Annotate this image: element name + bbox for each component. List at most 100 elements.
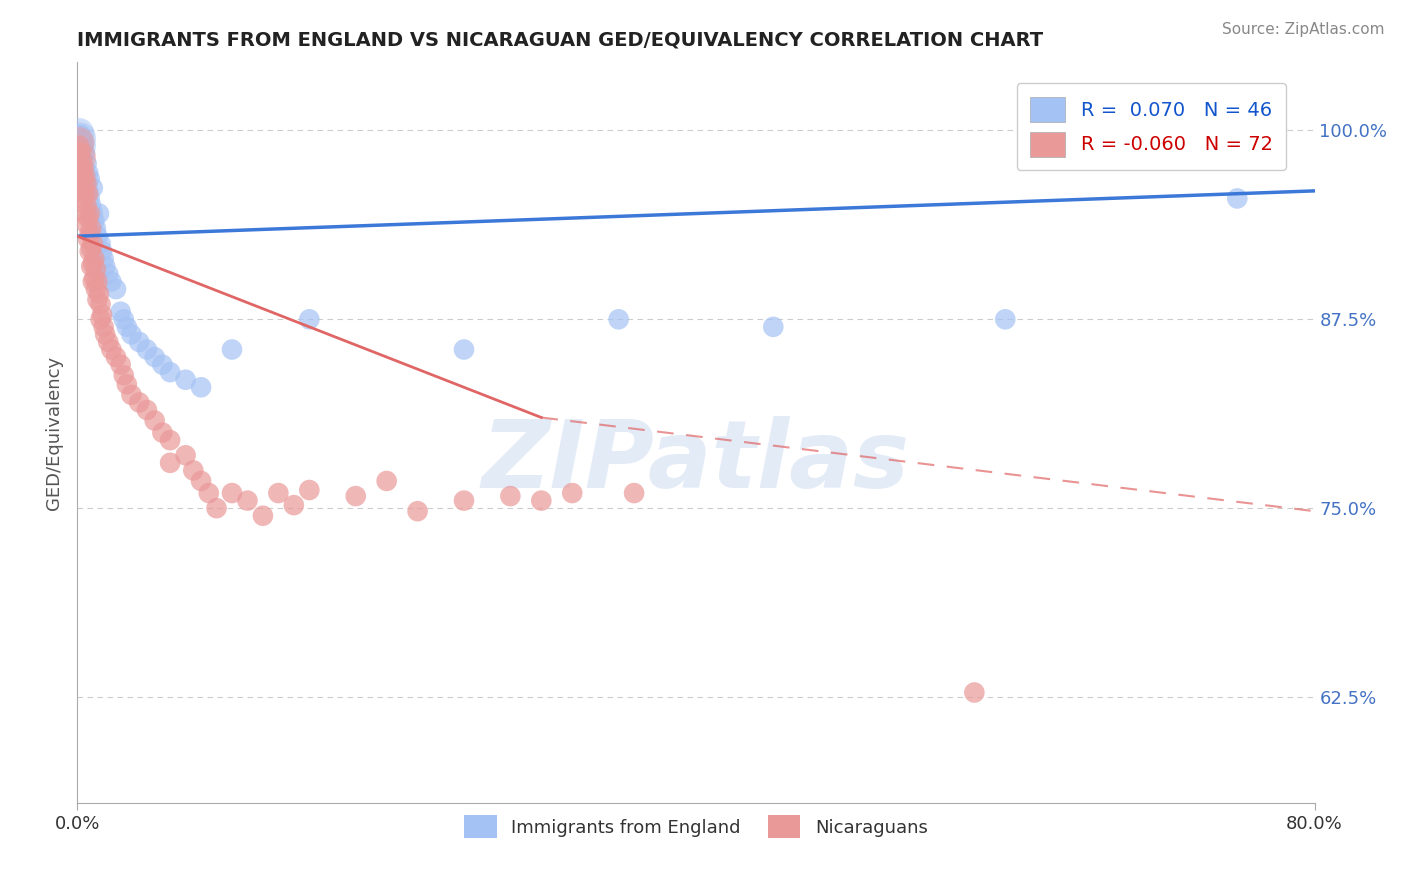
Point xyxy=(75,169,96,183)
Point xyxy=(90,297,111,311)
Point xyxy=(79,206,101,220)
Point xyxy=(252,508,274,523)
Text: Source: ZipAtlas.com: Source: ZipAtlas.com xyxy=(1222,22,1385,37)
Point xyxy=(76,217,98,231)
Point xyxy=(91,308,114,322)
Point xyxy=(87,286,110,301)
Point xyxy=(115,319,138,334)
Point xyxy=(90,236,111,251)
Point xyxy=(67,131,90,145)
Point xyxy=(82,206,104,220)
Text: IMMIGRANTS FROM ENGLAND VS NICARAGUAN GED/EQUIVALENCY CORRELATION CHART: IMMIGRANTS FROM ENGLAND VS NICARAGUAN GE… xyxy=(77,30,1043,50)
Point xyxy=(105,282,127,296)
Point xyxy=(67,138,90,153)
Point xyxy=(84,282,107,296)
Point xyxy=(174,448,197,462)
Point xyxy=(136,403,159,417)
Point xyxy=(198,486,221,500)
Point xyxy=(97,334,120,349)
Point xyxy=(77,211,100,225)
Point xyxy=(83,252,105,266)
Point xyxy=(86,293,108,307)
Point xyxy=(72,161,94,176)
Point xyxy=(84,221,107,235)
Point xyxy=(1226,191,1249,205)
Point xyxy=(94,260,117,274)
Point xyxy=(93,319,115,334)
Point xyxy=(159,456,181,470)
Point xyxy=(453,343,475,357)
Point xyxy=(623,486,645,500)
Point xyxy=(67,136,90,150)
Point xyxy=(70,169,93,183)
Point xyxy=(100,343,122,357)
Point xyxy=(86,275,108,289)
Point xyxy=(77,232,100,246)
Point xyxy=(80,221,103,235)
Point xyxy=(80,260,103,274)
Point xyxy=(70,153,93,168)
Point xyxy=(110,304,132,318)
Point xyxy=(152,425,174,440)
Text: ZIPatlas: ZIPatlas xyxy=(482,417,910,508)
Point xyxy=(298,483,321,497)
Point xyxy=(561,486,583,500)
Point xyxy=(105,350,127,364)
Point xyxy=(344,489,367,503)
Point xyxy=(70,153,93,168)
Point xyxy=(83,271,105,285)
Point xyxy=(267,486,290,500)
Point xyxy=(152,358,174,372)
Point xyxy=(375,474,398,488)
Point xyxy=(453,493,475,508)
Point xyxy=(82,236,104,251)
Point xyxy=(77,186,100,201)
Point xyxy=(80,241,103,255)
Point xyxy=(159,433,181,447)
Point xyxy=(112,368,135,383)
Point xyxy=(100,275,122,289)
Point xyxy=(72,191,94,205)
Point xyxy=(76,177,98,191)
Point xyxy=(75,146,96,161)
Point xyxy=(183,463,205,477)
Point xyxy=(82,256,104,270)
Point xyxy=(174,373,197,387)
Point xyxy=(499,489,522,503)
Point xyxy=(762,319,785,334)
Point xyxy=(72,177,94,191)
Point xyxy=(283,498,305,512)
Point xyxy=(607,312,630,326)
Point xyxy=(90,312,111,326)
Point xyxy=(84,262,107,277)
Point xyxy=(298,312,321,326)
Point xyxy=(112,312,135,326)
Point xyxy=(236,493,259,508)
Point xyxy=(72,161,94,176)
Point xyxy=(75,169,96,183)
Point xyxy=(87,206,110,220)
Point xyxy=(143,350,166,364)
Point xyxy=(75,186,96,201)
Point xyxy=(963,685,986,699)
Point xyxy=(128,395,150,409)
Point xyxy=(69,146,91,161)
Point xyxy=(83,214,105,228)
Point xyxy=(143,413,166,427)
Point xyxy=(69,151,91,165)
Point xyxy=(221,486,243,500)
Point xyxy=(77,184,100,198)
Point xyxy=(76,177,98,191)
Point xyxy=(994,312,1017,326)
Point xyxy=(76,156,98,170)
Point xyxy=(75,206,96,220)
Point xyxy=(69,131,91,145)
Point xyxy=(79,191,101,205)
Point xyxy=(110,358,132,372)
Point xyxy=(136,343,159,357)
Point xyxy=(128,334,150,349)
Legend: Immigrants from England, Nicaraguans: Immigrants from England, Nicaraguans xyxy=(457,808,935,846)
Point xyxy=(80,199,103,213)
Point xyxy=(94,327,117,342)
Point xyxy=(72,138,94,153)
